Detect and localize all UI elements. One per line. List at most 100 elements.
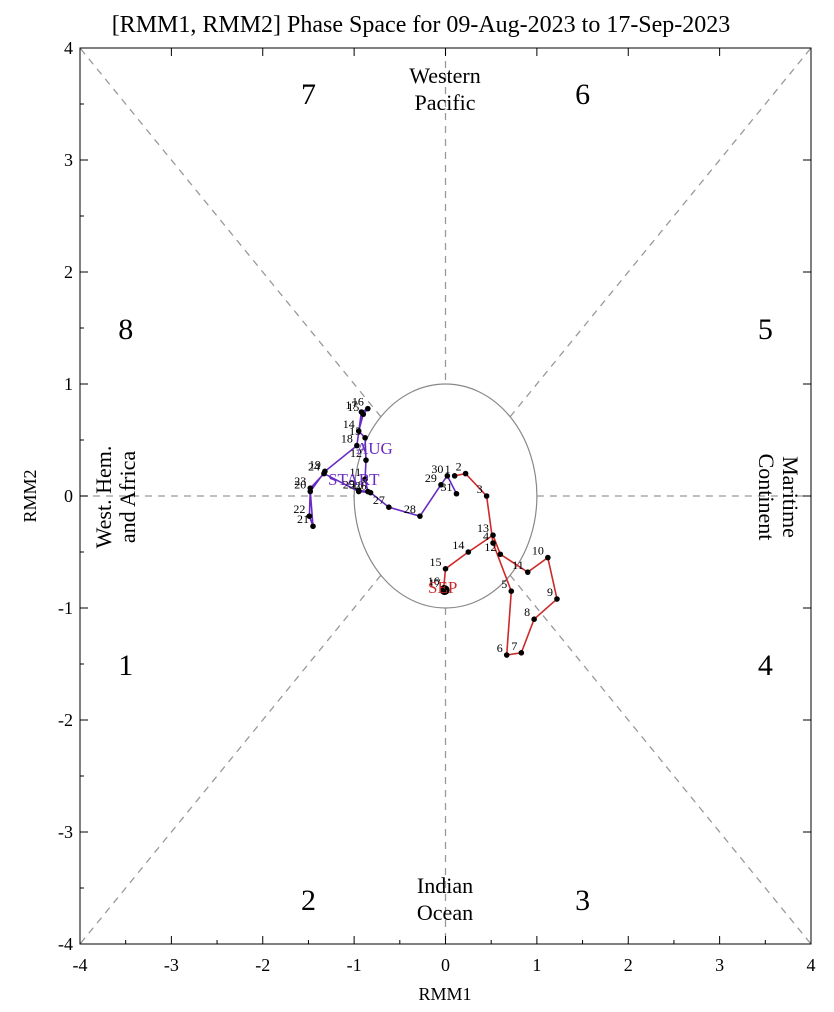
data-point-label: 10 (352, 478, 364, 492)
x-tick-label: -4 (73, 955, 88, 975)
diagonal-guide-1 (79, 47, 382, 418)
diagonal-guide-2 (79, 574, 382, 945)
region-label-maritime-continent-line1: Maritime (778, 456, 803, 538)
sep-marker-label: SEP (428, 578, 457, 597)
data-point-label: 9 (349, 476, 355, 490)
data-point-label: 1 (445, 462, 451, 476)
x-tick-label: 0 (441, 955, 450, 975)
data-point-label: 23 (294, 474, 306, 488)
data-point-label: 17 (429, 576, 441, 590)
phase-label-3: 3 (575, 884, 590, 917)
y-tick-label: 0 (64, 486, 73, 506)
data-point (354, 442, 360, 449)
y-tick-label: -1 (58, 598, 73, 618)
data-point (483, 493, 490, 499)
data-point (453, 490, 460, 497)
data-point (367, 489, 374, 496)
start-marker-label: START (328, 470, 380, 489)
data-point-label: 16 (428, 574, 440, 588)
data-point (362, 434, 368, 441)
data-point-label: 17 (345, 398, 357, 412)
data-point (545, 554, 551, 561)
data-point (307, 485, 314, 491)
data-point-label: 22 (293, 502, 305, 516)
data-point-label: 31 (440, 480, 452, 494)
data-point-label: 3 (477, 482, 483, 496)
region-label-maritime-continent-line2: Continent (754, 454, 779, 541)
data-point (508, 588, 515, 594)
data-point-label: 13 (477, 521, 489, 535)
y-tick-label: 4 (64, 38, 73, 58)
data-point-label: 19 (309, 457, 321, 471)
region-label-west-hem-africa: West. Hem. and Africa (91, 446, 140, 549)
data-point-label: 10 (532, 544, 544, 558)
data-point (306, 513, 313, 519)
x-tick-label: 1 (532, 955, 541, 975)
chart-title: [RMM1, RMM2] Phase Space for 09-Aug-2023… (112, 12, 731, 38)
data-point (438, 482, 444, 488)
data-point (362, 476, 368, 483)
x-tick-label: 2 (624, 955, 633, 975)
phase-label-1: 1 (118, 649, 133, 682)
data-point-label: 28 (404, 502, 416, 516)
x-axis-label: RMM1 (418, 984, 471, 1004)
data-point-label: 27 (373, 493, 385, 507)
y-tick-label: -4 (58, 934, 73, 954)
aug-marker-label: AUG (356, 439, 393, 458)
phase-label-4: 4 (758, 649, 773, 682)
region-label-western-pacific-line1: Western (409, 63, 481, 88)
data-point-label: 5 (501, 577, 507, 591)
data-point-label: 30 (431, 462, 443, 476)
region-label-indian-ocean: Indian Ocean (417, 873, 473, 925)
data-point (442, 566, 449, 572)
data-point (490, 540, 496, 546)
phase-label-2: 2 (301, 884, 316, 917)
data-point (497, 551, 504, 558)
data-point-label: 20 (294, 478, 306, 492)
data-point-label: 4 (483, 529, 489, 543)
y-tick-label: -2 (58, 710, 73, 730)
data-point (386, 504, 392, 511)
region-label-west-hem-africa-line2: and Africa (115, 451, 140, 543)
x-tick-label: -1 (347, 955, 362, 975)
y-tick-label: 2 (64, 262, 73, 282)
data-point-label: 26 (355, 479, 367, 493)
region-label-west-hem-africa-line1: West. Hem. (91, 446, 116, 549)
data-point-label: 15 (347, 400, 359, 414)
diagonal-guide-0 (509, 47, 812, 418)
data-point (417, 513, 423, 519)
data-point (365, 405, 371, 412)
data-point (462, 470, 469, 477)
guide-lines (79, 47, 812, 945)
data-point-label: 18 (341, 432, 353, 446)
data-point (310, 523, 316, 530)
data-point (358, 409, 365, 415)
phase-label-7: 7 (301, 78, 316, 111)
data-point-label: 12 (484, 540, 496, 554)
phase-label-6: 6 (575, 78, 590, 111)
data-point (518, 650, 525, 656)
x-tick-label: -3 (164, 955, 179, 975)
unit-circle (353, 383, 538, 609)
data-point-label: 24 (308, 460, 320, 474)
y-tick-label: 3 (64, 150, 73, 170)
data-point-label: 7 (511, 639, 517, 653)
data-point (451, 473, 458, 479)
data-point-label: 29 (425, 471, 437, 485)
data-point-label: 11 (350, 465, 362, 479)
data-point-label: 8 (524, 605, 530, 619)
data-point (355, 488, 362, 495)
data-point (444, 473, 451, 479)
region-label-indian-ocean-line1: Indian (417, 873, 473, 898)
data-point-label: 16 (352, 395, 364, 409)
data-point-label: 15 (430, 555, 442, 569)
x-tick-label: 3 (715, 955, 724, 975)
data-point (503, 652, 510, 658)
data-point (465, 549, 472, 555)
region-label-maritime-continent: Maritime Continent (754, 454, 803, 541)
data-point (321, 470, 327, 477)
